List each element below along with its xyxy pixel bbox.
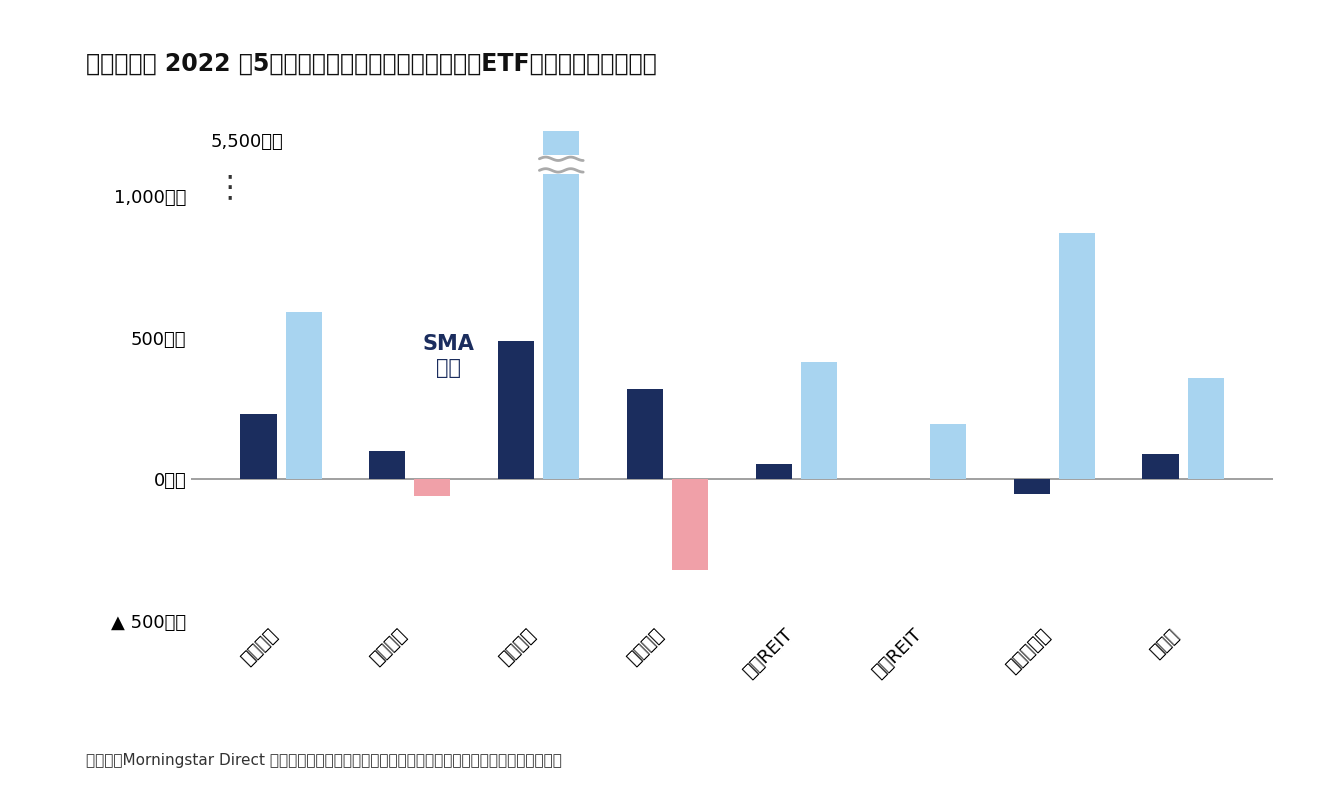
Text: 5,500億円: 5,500億円 [210, 133, 282, 150]
Text: SMA
専用: SMA 専用 [422, 334, 475, 377]
Bar [240, 414, 277, 479]
Bar [1013, 479, 1050, 494]
Bar [673, 479, 708, 570]
Bar [285, 313, 322, 479]
Bar [543, 131, 579, 155]
Bar [930, 424, 966, 479]
Bar [543, 174, 579, 479]
Bar [499, 341, 534, 479]
Bar [1187, 377, 1224, 479]
Text: ⋮: ⋮ [214, 174, 245, 202]
Bar [369, 451, 405, 479]
Bar [756, 464, 791, 479]
Bar [627, 388, 663, 479]
Bar [1142, 454, 1179, 479]
Bar [414, 479, 451, 497]
Text: 【図表１】 2022 年5月の日本籍追加型株式投信（除くETF）の推計資金流出入: 【図表１】 2022 年5月の日本籍追加型株式投信（除くETF）の推計資金流出入 [86, 52, 657, 76]
Bar [801, 362, 838, 479]
Bar [1059, 233, 1095, 479]
Text: （資料）Morningstar Direct より作成。各資産クラスはイボットソン分類を用いてファンドを分類。: （資料）Morningstar Direct より作成。各資産クラスはイボットソ… [86, 753, 562, 768]
